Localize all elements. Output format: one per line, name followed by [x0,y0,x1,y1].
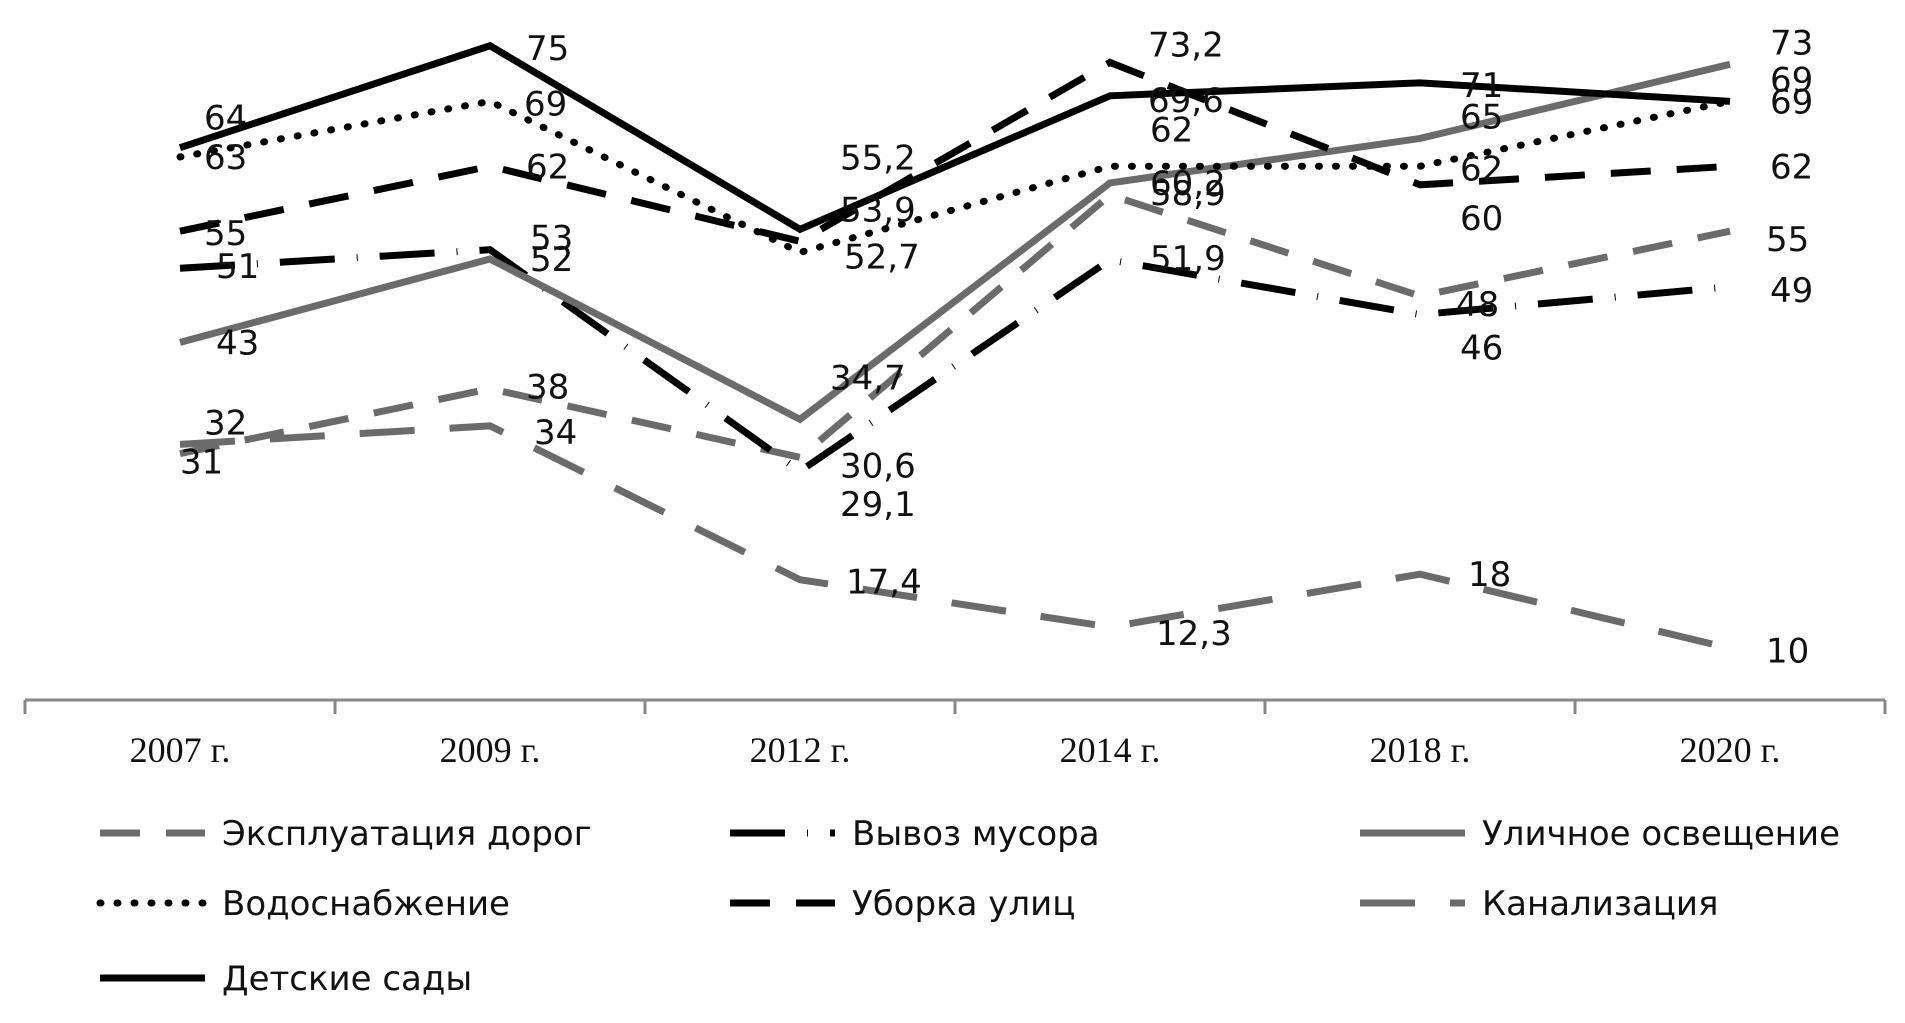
series-line-7 [178,41,1731,234]
data-label: 10 [1766,631,1809,671]
series-line-1 [179,191,1731,462]
data-label: 30,6 [840,446,916,486]
series-line-4 [176,97,1734,257]
x-tick-label: 2012 г. [750,730,851,770]
series-line-5 [179,58,1731,246]
legend-label: Детские сады [222,959,472,999]
data-label: 32 [204,403,247,443]
series-line-3 [179,60,1731,424]
data-label: 34,7 [830,358,906,398]
x-tick-label: 2018 г. [1370,730,1471,770]
data-label: 52,7 [844,237,920,277]
x-tick-label: 2014 г. [1060,730,1161,770]
data-label: 55 [1766,220,1809,260]
data-label: 38 [526,368,569,408]
legend: Эксплуатация дорог Вывоз мусора Уличное ос… [96,814,1840,999]
data-label: 62 [1770,147,1813,187]
data-label: 64 [204,99,247,139]
data-label: 51,9 [1150,239,1226,279]
data-label: 55 [204,214,247,254]
data-label: 46 [1460,329,1503,369]
series-line-6 [179,422,1731,652]
legend-label: Уборка улиц [852,884,1075,924]
x-tick-label: 2020 г. [1680,730,1781,770]
data-label: 69,6 [1148,81,1224,121]
data-label: 49 [1770,271,1813,311]
data-label: 53 [530,219,573,259]
legend-label: Канализация [1482,884,1718,924]
data-label: 12,3 [1156,614,1232,654]
data-label: 75 [526,29,569,69]
data-label: 18 [1468,555,1511,595]
data-labels: 313830,658,94855515329,151,94649435234,7… [180,23,1813,671]
data-label: 69 [524,84,567,124]
data-label: 34 [534,413,577,453]
data-label: 48 [1456,285,1499,325]
data-label: 62 [526,147,569,187]
legend-label: Вывоз мусора [852,814,1100,854]
data-label: 53,9 [840,190,916,230]
data-label: 69 [1770,82,1813,122]
data-label: 43 [216,323,259,363]
data-label: 29,1 [840,485,916,525]
data-label: 62 [1460,149,1503,189]
data-label: 52 [530,240,573,280]
series-line-2 [179,246,1731,476]
x-axis: 2007 г. 2009 г. 2012 г. 2014 г. 2018 г. 2020 … [23,698,1887,770]
data-label: 71 [1460,66,1503,106]
legend-label: Уличное освещение [1482,814,1840,854]
data-label: 60 [1460,199,1503,239]
data-label: 58,9 [1150,174,1226,214]
data-label: 60,2 [1150,164,1226,204]
data-label: 31 [180,443,223,483]
data-label: 69 [1770,60,1813,100]
data-label: 63 [204,138,247,178]
data-label: 17,4 [846,563,922,603]
data-label: 62 [1150,110,1193,150]
legend-label: Водоснабжение [222,884,510,924]
data-label: 51 [216,247,259,287]
x-tick-label: 2007 г. [130,730,231,770]
legend-label: Эксплуатация дорог [222,814,592,854]
data-label: 73 [1770,23,1813,63]
data-label: 55,2 [840,138,916,178]
series-lines [176,41,1734,652]
data-label: 65 [1460,97,1503,137]
x-tick-label: 2009 г. [440,730,541,770]
data-label: 73,2 [1148,25,1224,65]
